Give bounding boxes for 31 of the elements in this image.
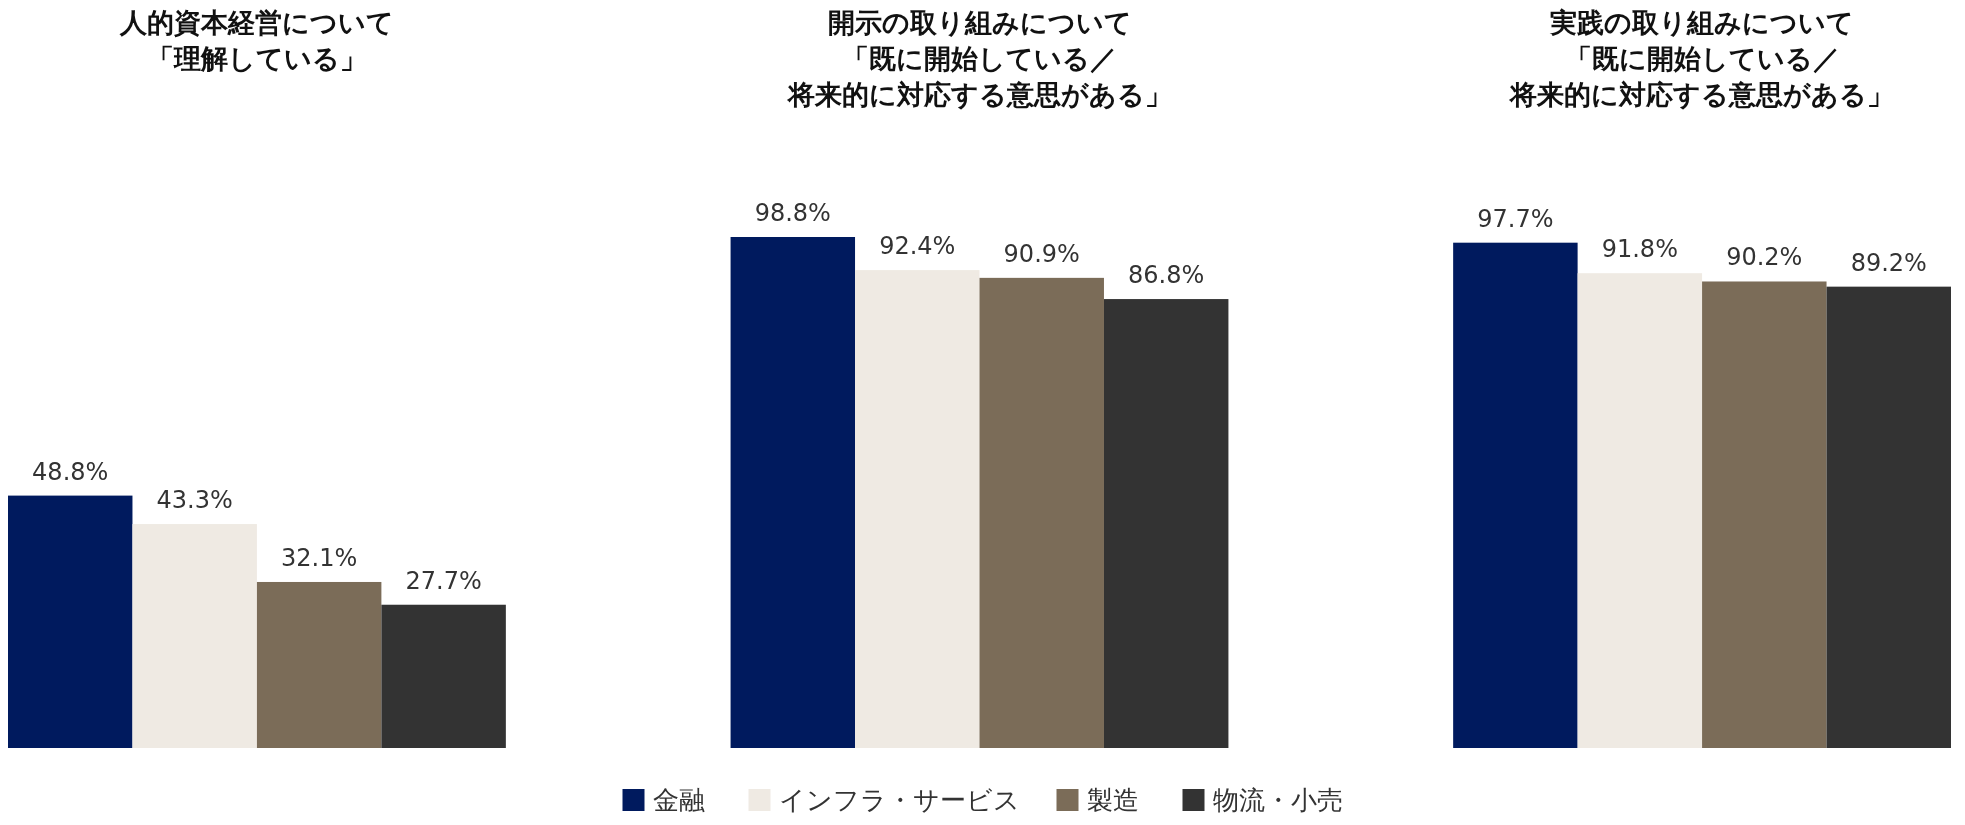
data-label: 32.1% <box>281 543 358 572</box>
bar <box>855 270 980 748</box>
data-label: 90.9% <box>1003 239 1080 268</box>
bar <box>1702 281 1827 748</box>
data-label: 98.8% <box>754 199 831 227</box>
bar <box>1453 242 1578 748</box>
legend-label: 製造 <box>1086 785 1139 815</box>
legend-label: 物流・小売 <box>1212 785 1343 815</box>
bar <box>132 524 257 748</box>
bar <box>730 237 856 748</box>
data-label: 48.8% <box>32 457 109 486</box>
data-label: 97.7% <box>1477 204 1554 233</box>
bar <box>979 277 1104 748</box>
x-tick-label: 実践の取り組みについて「既に開始している／将来的に対応する意思がある」 <box>1508 7 1895 110</box>
bar <box>8 495 133 748</box>
bar <box>1577 273 1703 748</box>
x-tick-label: 開示の取り組みについて「既に開始している／将来的に対応する意思がある」 <box>785 7 1172 110</box>
data-label: 91.8% <box>1601 235 1678 264</box>
legend-label: 金融 <box>652 785 705 815</box>
bar <box>381 604 506 748</box>
bar <box>256 581 382 748</box>
data-label: 43.3% <box>156 486 233 515</box>
x-tick-label: 人的資本経営について「理解している」 <box>118 7 394 74</box>
bar <box>1826 286 1951 748</box>
data-label: 89.2% <box>1850 248 1927 277</box>
data-label: 86.8% <box>1128 261 1205 290</box>
data-label: 90.2% <box>1726 243 1803 272</box>
data-label: 92.4% <box>879 232 956 261</box>
legend-label: インフラ・サービス <box>778 785 1020 815</box>
bar <box>1103 299 1229 748</box>
data-label: 27.7% <box>405 566 482 595</box>
